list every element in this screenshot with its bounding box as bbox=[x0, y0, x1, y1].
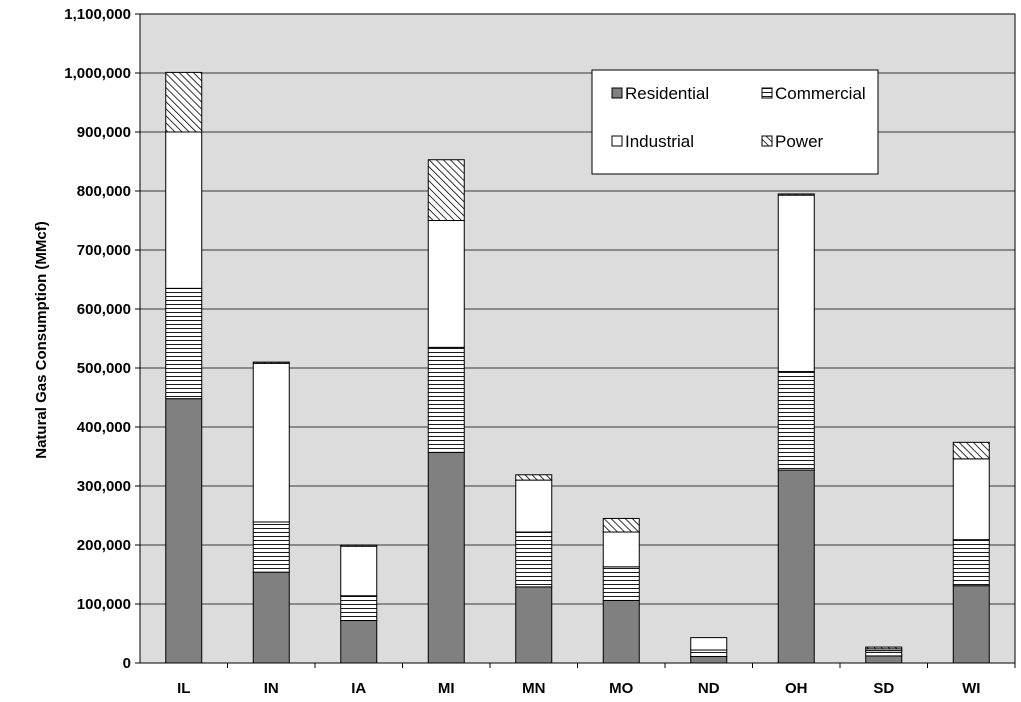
bar-segment-power-oh bbox=[777, 193, 815, 196]
bar-segment-commercial-oh bbox=[777, 371, 815, 471]
bar-segment-power-in bbox=[252, 361, 290, 364]
bar-segment-residential-il bbox=[165, 398, 203, 664]
legend-swatch-commercial bbox=[761, 87, 773, 99]
y-tick-label: 900,000 bbox=[77, 124, 131, 141]
bar-segment-residential-nd bbox=[690, 656, 728, 664]
bar-segment-commercial-ia bbox=[340, 595, 378, 622]
y-tick-label: 300,000 bbox=[77, 478, 131, 495]
y-tick-label: 600,000 bbox=[77, 301, 131, 318]
y-axis-ticks: 0 100,000 200,000 300,000 400,000 500,000 600,… bbox=[64, 6, 140, 672]
bar-segment-residential-mi bbox=[427, 451, 465, 664]
bar-segment-residential-sd bbox=[865, 655, 903, 664]
bar-segment-commercial-mn bbox=[515, 531, 553, 588]
x-category-label: MO bbox=[609, 680, 633, 697]
x-category-label: ND bbox=[698, 680, 720, 697]
bar-segment-industrial-mn bbox=[515, 479, 553, 533]
y-tick-label: 200,000 bbox=[77, 537, 131, 554]
y-axis-title: Natural Gas Consumption (MMcf) bbox=[33, 221, 50, 459]
legend: Residential Commercial Industrial Power bbox=[591, 69, 879, 175]
bar-segment-residential-ia bbox=[340, 620, 378, 664]
bar-segment-commercial-wi bbox=[952, 539, 990, 587]
y-tick-label: 500,000 bbox=[77, 360, 131, 377]
y-tick-label: 800,000 bbox=[77, 183, 131, 200]
legend-swatch-power bbox=[761, 135, 773, 147]
legend-label-residential: Residential bbox=[625, 84, 709, 103]
bar-segment-commercial-in bbox=[252, 521, 290, 573]
bar-segment-power-wi bbox=[952, 441, 990, 460]
x-category-label: MI bbox=[438, 680, 455, 697]
y-tick-label: 700,000 bbox=[77, 242, 131, 259]
bar-segment-commercial-mo bbox=[602, 566, 640, 601]
bar-segment-industrial-nd bbox=[690, 637, 728, 651]
bar-segment-residential-mo bbox=[602, 599, 640, 664]
bar-segment-industrial-mi bbox=[427, 220, 465, 348]
bar-segment-industrial-il bbox=[165, 131, 203, 289]
y-tick-label: 100,000 bbox=[77, 596, 131, 613]
bar-segment-industrial-oh bbox=[777, 194, 815, 373]
legend-swatch-industrial bbox=[611, 135, 623, 147]
bar-segment-industrial-in bbox=[252, 362, 290, 523]
x-category-label: IL bbox=[177, 680, 190, 697]
bar-segment-commercial-sd bbox=[865, 650, 903, 657]
bar-segment-power-mi bbox=[427, 159, 465, 221]
bar-segment-residential-in bbox=[252, 571, 290, 664]
bar-segment-commercial-il bbox=[165, 287, 203, 400]
bar-segment-industrial-ia bbox=[340, 545, 378, 597]
legend-label-commercial: Commercial bbox=[775, 84, 866, 103]
bar-segment-industrial-mo bbox=[602, 531, 640, 568]
legend-label-power: Power bbox=[775, 132, 824, 151]
bar-segment-residential-wi bbox=[952, 585, 990, 664]
y-tick-label: 1,000,000 bbox=[64, 65, 131, 82]
bar-segment-residential-oh bbox=[777, 469, 815, 664]
bars bbox=[165, 71, 990, 664]
bar-segment-power-ia bbox=[340, 544, 378, 547]
legend-box bbox=[591, 69, 879, 175]
bar-segment-power-sd bbox=[865, 646, 903, 650]
bar-segment-commercial-mi bbox=[427, 346, 465, 453]
x-category-label: IA bbox=[351, 680, 366, 697]
bar-segment-residential-mn bbox=[515, 586, 553, 664]
legend-swatch-residential bbox=[611, 87, 623, 99]
y-tick-label: 1,100,000 bbox=[64, 6, 131, 23]
y-tick-label: 0 bbox=[123, 655, 131, 672]
x-category-label: WI bbox=[962, 680, 980, 697]
x-category-label: OH bbox=[785, 680, 808, 697]
y-tick-label: 400,000 bbox=[77, 419, 131, 436]
bar-segment-commercial-nd bbox=[690, 649, 728, 658]
legend-label-industrial: Industrial bbox=[625, 132, 694, 151]
bar-segment-industrial-wi bbox=[952, 458, 990, 541]
x-axis-labels: IL IN IA MI MN MO ND OH SD WI bbox=[177, 663, 1016, 697]
bar-segment-power-mn bbox=[515, 474, 553, 481]
bar-segment-power-mo bbox=[602, 517, 640, 533]
x-category-label: MN bbox=[522, 680, 545, 697]
bar-segment-power-il bbox=[165, 71, 203, 133]
x-category-label: SD bbox=[873, 680, 894, 697]
x-category-label: IN bbox=[264, 680, 279, 697]
